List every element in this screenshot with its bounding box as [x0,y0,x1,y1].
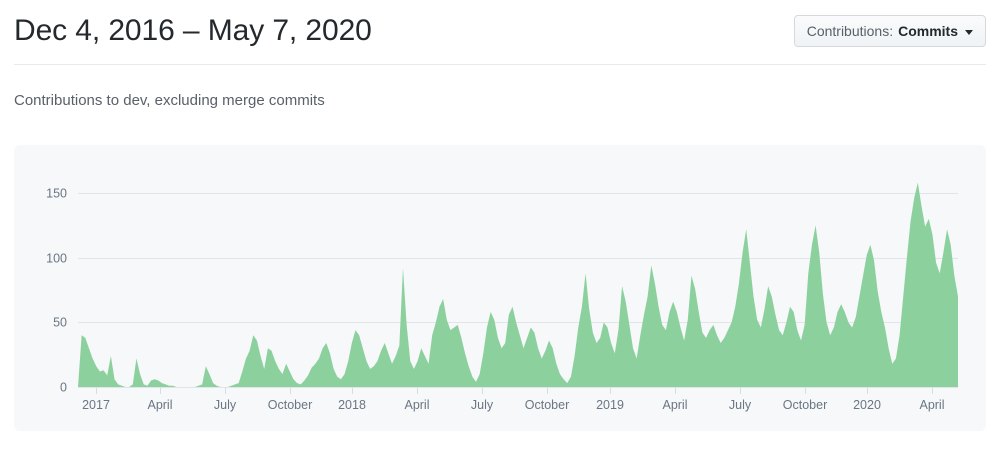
page-title: Dec 4, 2016 – May 7, 2020 [14,14,372,47]
chart-x-axis-labels: 2017 April July October 2018 April July October… [82,398,944,412]
svg-text:50: 50 [53,316,67,330]
svg-text:2019: 2019 [596,398,624,412]
contributions-chart-panel: 0 50 100 150 2017 April July October 2018 April J… [14,145,986,431]
header-divider [14,64,986,65]
svg-text:2018: 2018 [338,398,366,412]
chart-x-tickmarks [96,387,933,394]
chart-subtitle: Contributions to dev, excluding merge co… [14,92,325,109]
chevron-down-icon [965,29,973,35]
svg-text:April: April [919,398,944,412]
commits-area-series [78,182,958,387]
dropdown-label: Contributions: [806,23,894,39]
contributions-type-dropdown[interactable]: Contributions: Commits [793,15,986,47]
contributions-area-chart[interactable]: 0 50 100 150 2017 April July October 2018 April J… [14,145,986,431]
svg-text:100: 100 [46,252,67,266]
svg-text:October: October [783,398,827,412]
svg-text:150: 150 [46,187,67,201]
svg-text:April: April [147,398,172,412]
page-header: Dec 4, 2016 – May 7, 2020 Contributions:… [14,10,986,54]
svg-text:July: July [471,398,494,412]
svg-text:July: July [214,398,237,412]
svg-text:July: July [729,398,752,412]
svg-text:2017: 2017 [82,398,110,412]
svg-text:April: April [662,398,687,412]
svg-text:0: 0 [60,381,67,395]
svg-text:2020: 2020 [853,398,881,412]
svg-text:October: October [268,398,312,412]
svg-text:October: October [525,398,569,412]
chart-y-axis-labels: 0 50 100 150 [46,187,67,395]
dropdown-value: Commits [898,23,958,39]
svg-text:April: April [404,398,429,412]
